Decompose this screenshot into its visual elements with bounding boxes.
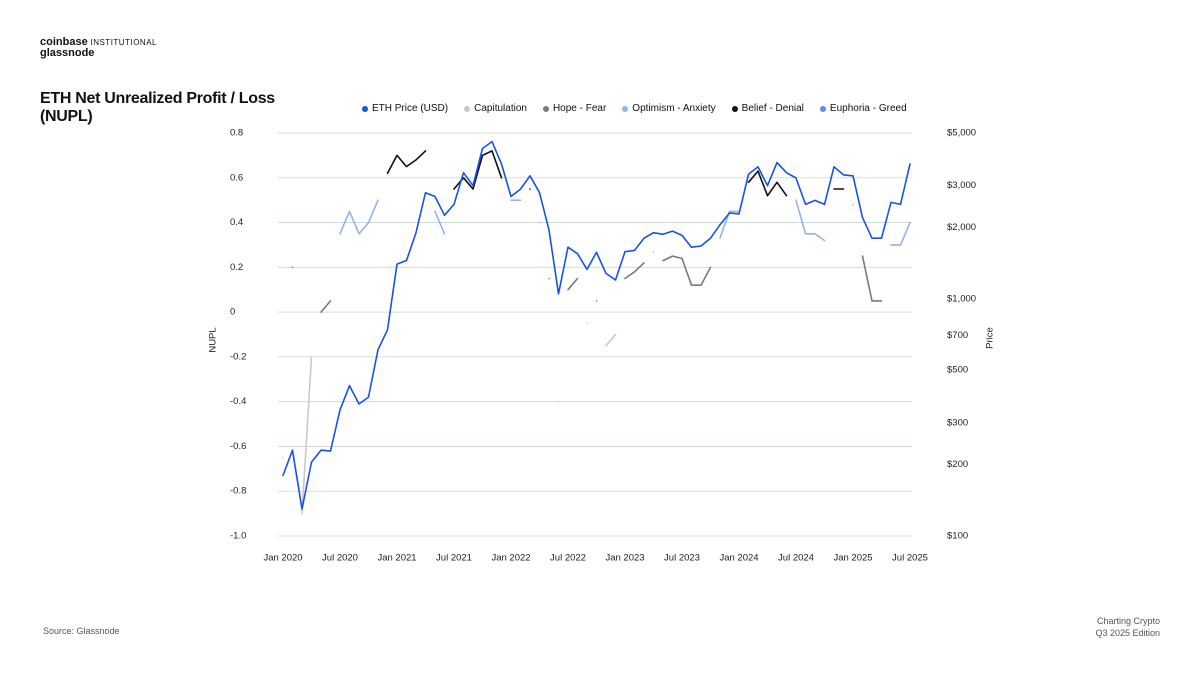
y2-axis-title: Price xyxy=(985,327,996,349)
legend-label: Capitulation xyxy=(474,103,527,114)
x-tick-label: Jul 2022 xyxy=(550,553,586,564)
y-tick-label: 0.6 xyxy=(230,172,243,183)
legend-swatch xyxy=(464,105,471,112)
x-tick-label: Jan 2020 xyxy=(263,553,302,564)
series-line xyxy=(291,255,883,313)
series-line xyxy=(386,150,845,197)
y2-tick-label: $3,000 xyxy=(947,180,976,191)
legend-item: Capitulation xyxy=(464,103,527,114)
y2-tick-label: $500 xyxy=(947,365,968,376)
legend-label: ETH Price (USD) xyxy=(372,103,449,114)
edition: Q3 2025 Edition xyxy=(1095,628,1160,638)
series-line xyxy=(339,199,911,253)
x-tick-label: Jul 2024 xyxy=(778,553,814,564)
y2-tick-label: $700 xyxy=(947,330,968,341)
x-tick-label: Jan 2021 xyxy=(377,553,416,564)
y2-tick-label: $1,000 xyxy=(947,293,976,304)
y-tick-label: 0 xyxy=(230,307,235,318)
legend-item: Euphoria - Greed xyxy=(819,103,907,114)
legend-label: Hope - Fear xyxy=(552,103,607,114)
y2-tick-label: $100 xyxy=(947,531,968,542)
legend-label: Belief - Denial xyxy=(741,103,804,114)
legend-swatch xyxy=(362,105,368,112)
y-tick-label: -0.8 xyxy=(230,486,246,497)
y-axis-title: NUPL xyxy=(208,327,219,352)
y-tick-label: 0.4 xyxy=(230,217,243,228)
legend-item: Hope - Fear xyxy=(542,103,607,114)
x-tick-label: Jul 2023 xyxy=(664,553,700,564)
legend-item: Optimism - Anxiety xyxy=(622,103,716,114)
publication: Charting Crypto Q3 2025 Edition xyxy=(1095,615,1160,639)
y-tick-label: -0.6 xyxy=(230,441,246,452)
y2-tick-label: $200 xyxy=(947,459,968,470)
publication-name: Charting Crypto xyxy=(1096,616,1160,626)
x-tick-label: Jan 2022 xyxy=(491,553,530,564)
x-tick-label: Jan 2024 xyxy=(719,553,758,564)
legend-swatch xyxy=(819,105,826,112)
chart-title: ETH Net Unrealized Profit / Loss (NUPL) xyxy=(40,90,275,125)
source: Source: Glassnode xyxy=(43,626,120,636)
partner-name: glassnode xyxy=(40,47,95,59)
y-tick-label: -1.0 xyxy=(230,531,246,542)
brand-name: coinbase xyxy=(40,36,88,48)
brand-sub: INSTITUTIONAL xyxy=(90,38,157,47)
y-tick-label: -0.2 xyxy=(230,351,246,362)
legend-swatch xyxy=(622,105,629,112)
y2-tick-label: $2,000 xyxy=(947,222,976,233)
y2-tick-label: $300 xyxy=(947,417,968,428)
legend-item: ETH Price (USD) xyxy=(362,103,448,114)
y-tick-label: 0.2 xyxy=(230,262,243,273)
legend-label: Euphoria - Greed xyxy=(829,103,907,114)
x-tick-label: Jul 2021 xyxy=(436,553,472,564)
series-line xyxy=(282,140,911,510)
y-tick-label: 0.8 xyxy=(230,128,243,139)
series-line xyxy=(282,322,617,515)
y2-tick-label: $5,000 xyxy=(947,128,976,139)
legend-item: Belief - Denial xyxy=(731,103,804,114)
x-tick-label: Jan 2023 xyxy=(605,553,644,564)
legend-label: Optimism - Anxiety xyxy=(632,103,716,114)
legend-swatch xyxy=(731,105,738,112)
x-tick-label: Jul 2020 xyxy=(322,553,358,564)
y-tick-label: -0.4 xyxy=(230,396,246,407)
legend-swatch xyxy=(542,105,549,112)
legend: ETH Price (USD) Capitulation Hope - Fear Op… xyxy=(362,103,907,114)
x-tick-label: Jul 2025 xyxy=(892,553,928,564)
x-tick-label: Jan 2025 xyxy=(833,553,872,564)
brand: coinbase INSTITUTIONAL glassnode xyxy=(40,37,157,59)
